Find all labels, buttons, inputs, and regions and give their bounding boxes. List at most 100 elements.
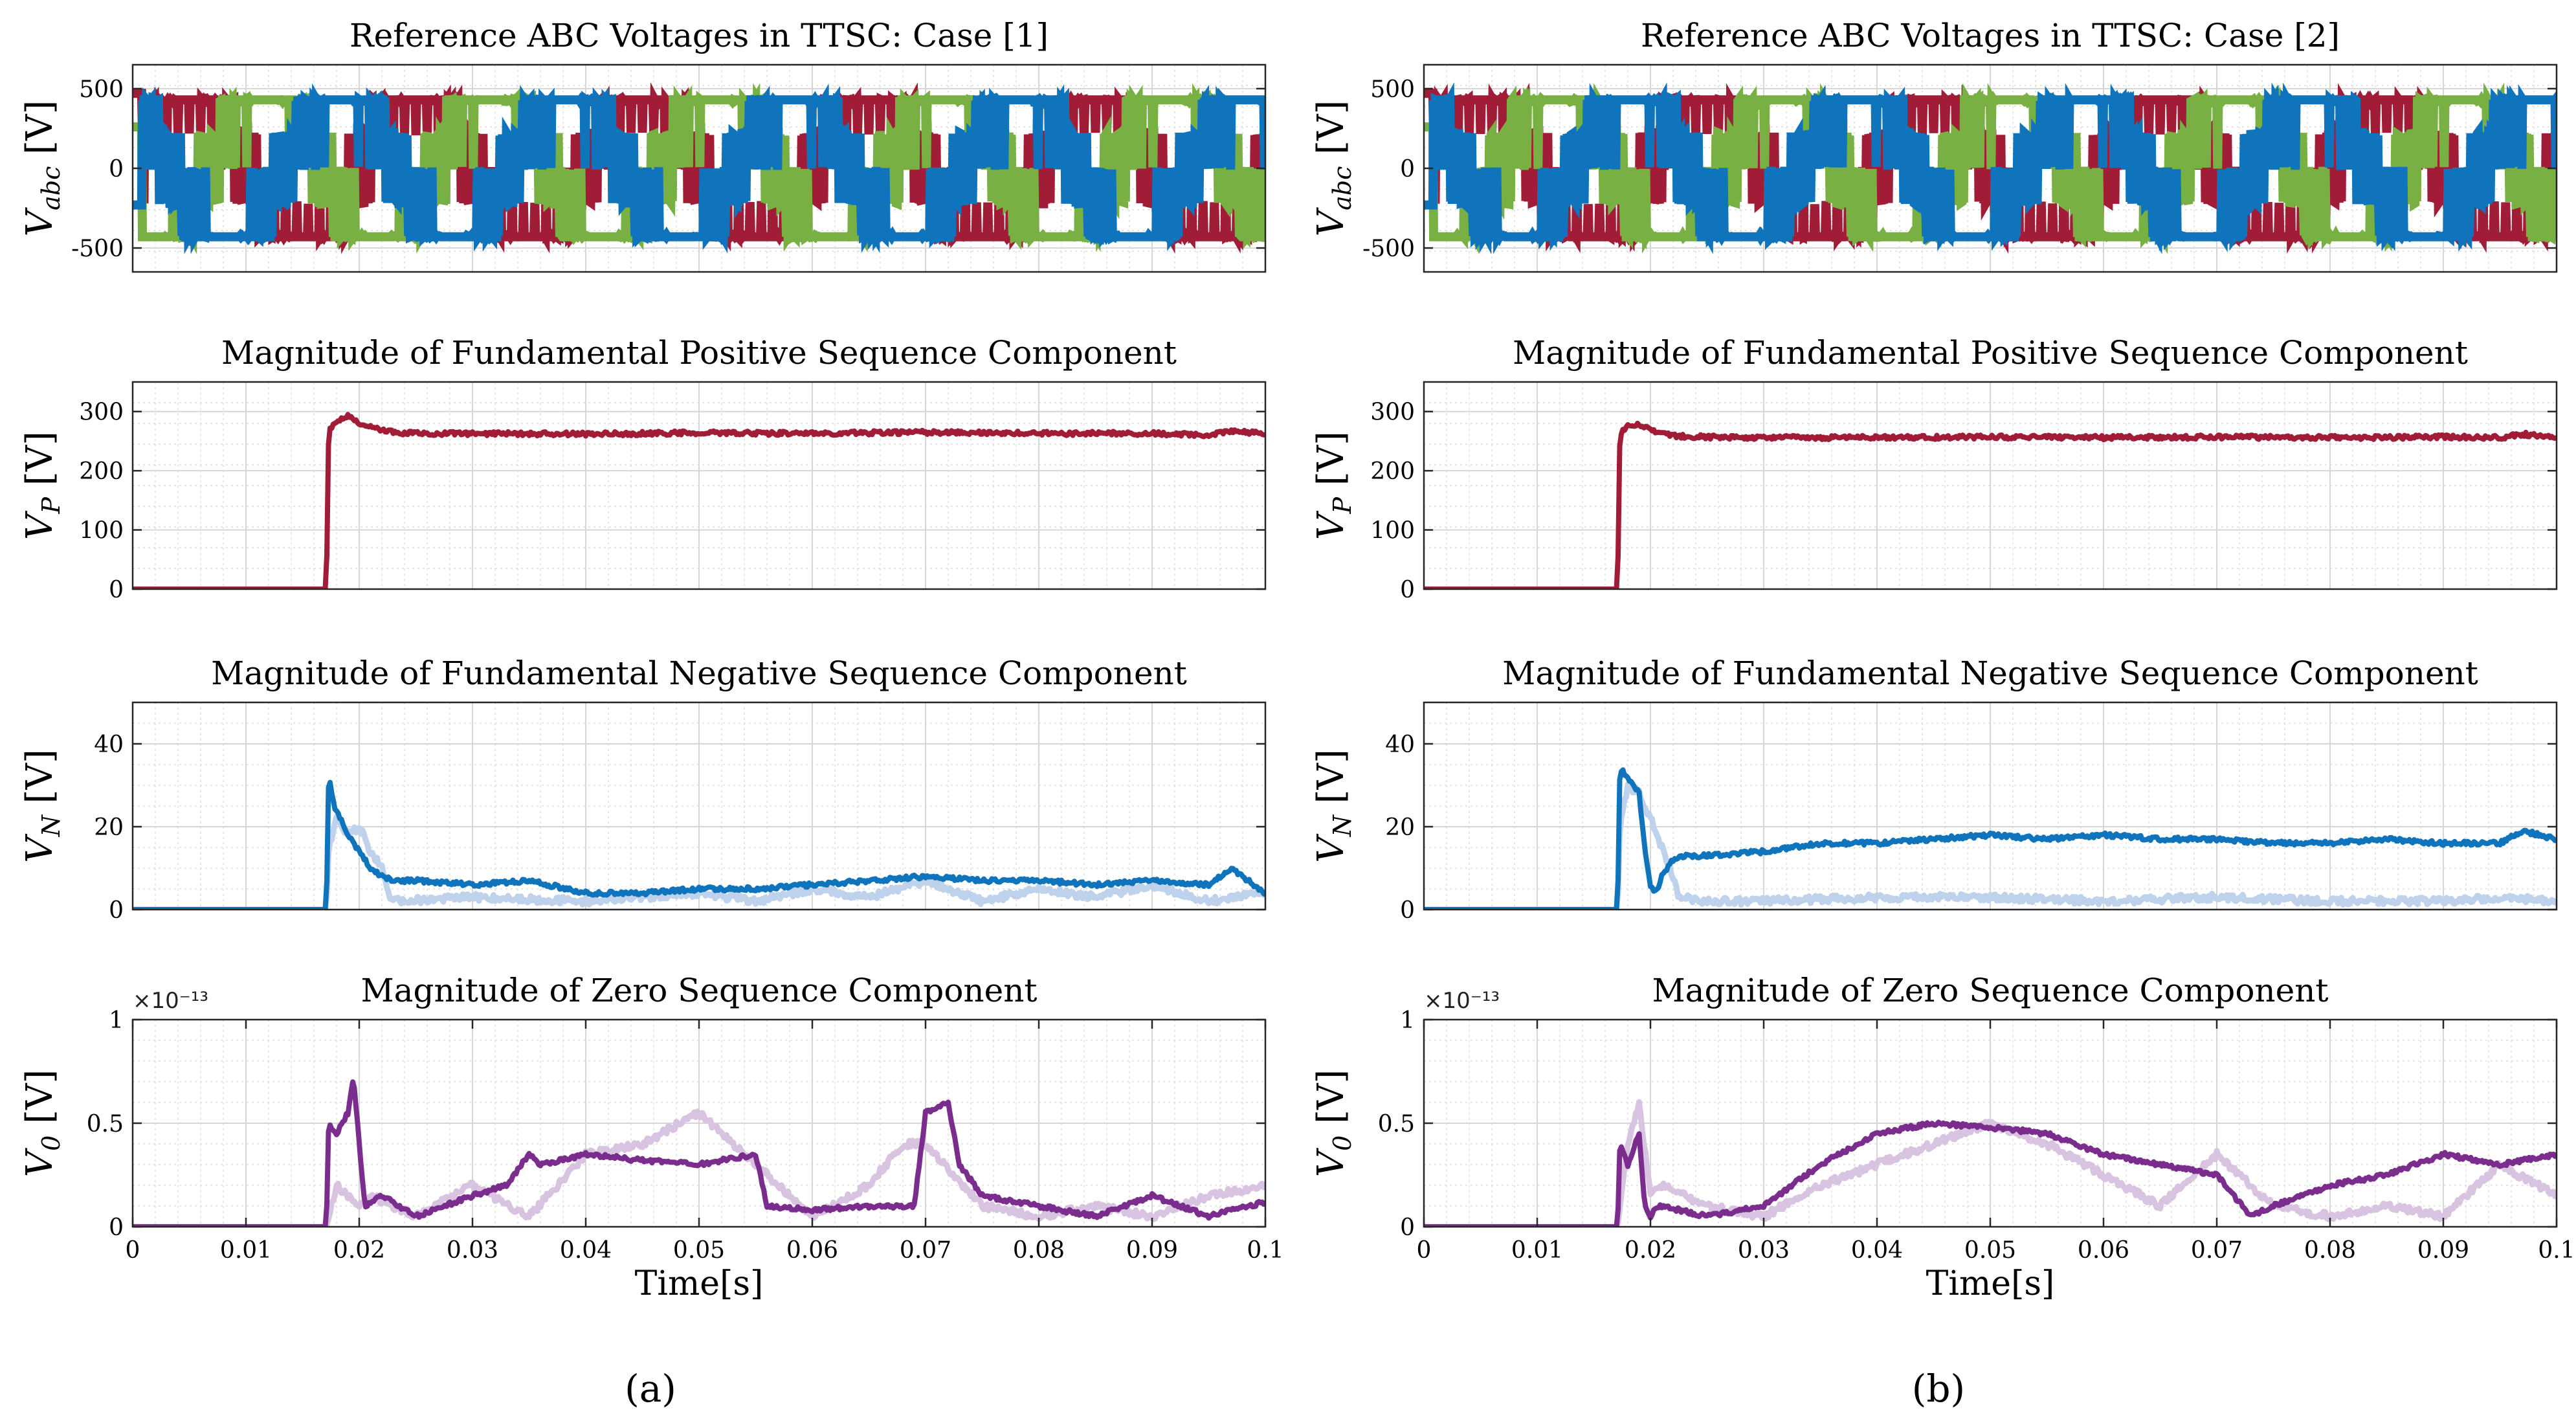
x-tick-label: 0.02 — [333, 1237, 385, 1264]
y-axis-label: VN [V] — [19, 749, 65, 863]
x-tick-label: 0.01 — [1511, 1237, 1563, 1264]
subplot-a4: 0 0.5 1 0 0.01 0.02 0.03 0.04 0.05 0.06 0.07 0.08 0.… — [19, 972, 1284, 1303]
subplot-b4: 0 0.5 1 0 0.01 0.02 0.03 0.04 0.05 0.06 0.07 0.08 0.… — [1310, 972, 2575, 1303]
series-line-v-n-faint- — [1424, 780, 2557, 910]
subplot-grid: -500 0 500 Reference ABC Voltages in TTSC: … — [19, 17, 2575, 1303]
y-axis-label: VN [V] — [1310, 749, 1357, 863]
panel-label-b: (b) — [1912, 1367, 1965, 1411]
y-tick-label: 1 — [1400, 1007, 1415, 1034]
x-axis-label: Time[s] — [1926, 1264, 2055, 1303]
y-axis-label: Vabc [V] — [19, 100, 65, 237]
x-tick-label: 0.08 — [1013, 1237, 1065, 1264]
panel-label-a: (a) — [625, 1367, 676, 1411]
series-line-v-n — [1424, 767, 2557, 910]
y-tick-label: -500 — [1362, 236, 1415, 262]
series-line-v-0-faint- — [1424, 1099, 2557, 1227]
series-group — [1424, 767, 2557, 910]
y-tick-label: 200 — [79, 458, 124, 485]
subplot-title: Reference ABC Voltages in TTSC: Case [2] — [1641, 17, 2340, 54]
series-line-v-n — [133, 779, 1265, 910]
series-group — [133, 779, 1265, 910]
y-tick-label: 300 — [1370, 399, 1415, 426]
y-tick-label: 100 — [1370, 518, 1415, 544]
x-tick-label: 0.03 — [447, 1237, 498, 1264]
series-line-v-p — [133, 412, 1265, 589]
y-tick-label: 100 — [79, 518, 124, 544]
subplot-title: Magnitude of Fundamental Positive Sequen… — [1513, 334, 2468, 372]
series-group — [1424, 1099, 2557, 1227]
y-tick-label: -500 — [71, 236, 124, 262]
y-tick-label: 40 — [1385, 732, 1415, 758]
y-tick-label: 20 — [94, 814, 124, 841]
series-line-v-0 — [1424, 1119, 2557, 1227]
x-tick-label: 0.1 — [1247, 1237, 1283, 1264]
series-line-c — [133, 83, 1265, 254]
y-tick-label: 500 — [79, 76, 124, 103]
y-tick-label: 0 — [1400, 156, 1415, 183]
series-group — [133, 1079, 1265, 1227]
x-tick-label: 0.02 — [1625, 1237, 1676, 1264]
x-tick-label: 0.04 — [1851, 1237, 1903, 1264]
y-tick-label: 0 — [1400, 897, 1415, 924]
series-group — [133, 82, 1265, 254]
y-multiplier-label: ×10⁻¹³ — [133, 988, 208, 1014]
series-line-b — [133, 83, 1265, 254]
y-tick-label: 500 — [1370, 76, 1415, 103]
subplot-title: Magnitude of Fundamental Negative Sequen… — [211, 655, 1187, 692]
y-tick-label: 0 — [109, 156, 124, 183]
y-tick-label: 1 — [109, 1007, 124, 1034]
y-tick-label: 0.5 — [1378, 1111, 1415, 1137]
x-tick-label: 0.01 — [220, 1237, 272, 1264]
x-tick-label: 0.09 — [2417, 1237, 2469, 1264]
series-line-v-p — [1424, 420, 2557, 589]
series-group — [1424, 420, 2557, 589]
x-tick-label: 0.06 — [2078, 1237, 2129, 1264]
x-tick-label: 0.1 — [2538, 1237, 2575, 1264]
x-tick-label: 0.05 — [673, 1237, 725, 1264]
y-tick-label: 20 — [1385, 814, 1415, 841]
y-tick-label: 0 — [109, 577, 124, 603]
series-line-v-0 — [133, 1079, 1265, 1227]
subplot-title: Magnitude of Fundamental Negative Sequen… — [1502, 655, 2478, 692]
series-group — [1424, 82, 2557, 254]
x-tick-label: 0 — [1417, 1237, 1432, 1264]
y-axis-label: Vabc [V] — [1310, 100, 1357, 237]
y-axis-label: VP [V] — [1310, 431, 1357, 540]
x-tick-label: 0 — [126, 1237, 140, 1264]
axes-box — [1423, 381, 2558, 590]
x-tick-label: 0.04 — [560, 1237, 612, 1264]
x-tick-label: 0.07 — [900, 1237, 951, 1264]
y-multiplier-label: ×10⁻¹³ — [1424, 988, 1500, 1014]
axes-box — [131, 701, 1267, 911]
series-line-b — [1424, 82, 2557, 254]
x-tick-label: 0.09 — [1126, 1237, 1178, 1264]
y-tick-label: 0 — [1400, 577, 1415, 603]
x-axis-label: Time[s] — [635, 1264, 764, 1303]
y-tick-label: 300 — [79, 399, 124, 426]
y-tick-label: 0.5 — [87, 1111, 124, 1137]
y-axis-label: V0 [V] — [1310, 1069, 1357, 1178]
y-tick-label: 0 — [1400, 1214, 1415, 1241]
subplot-title: Magnitude of Fundamental Positive Sequen… — [221, 334, 1177, 372]
series-line-c — [1424, 82, 2557, 254]
subplot-a1: -500 0 500 Reference ABC Voltages in TTSC: … — [19, 17, 1267, 273]
x-tick-label: 0.03 — [1738, 1237, 1790, 1264]
x-tick-label: 0.08 — [2304, 1237, 2356, 1264]
subplot-a2: 0 100 200 300 Magnitude of Fundamental Posit… — [19, 334, 1267, 603]
x-tick-label: 0.06 — [786, 1237, 838, 1264]
x-tick-label: 0.05 — [1964, 1237, 2016, 1264]
y-axis-label: V0 [V] — [19, 1069, 65, 1178]
y-tick-label: 0 — [109, 1214, 124, 1241]
subplot-b1: -500 0 500 Reference ABC Voltages in TTSC: … — [1310, 17, 2558, 273]
y-tick-label: 0 — [109, 897, 124, 924]
subplot-title: Magnitude of Zero Sequence Component — [1652, 972, 2328, 1009]
subplot-a3: 0 20 40 Magnitude of Fundamental Negative S… — [19, 655, 1267, 924]
subplot-b3: 0 20 40 Magnitude of Fundamental Negative S… — [1310, 655, 2558, 924]
y-axis-label: VP [V] — [19, 431, 65, 540]
subplot-title: Magnitude of Zero Sequence Component — [361, 972, 1037, 1009]
axes-box — [131, 381, 1267, 590]
subplot-title: Reference ABC Voltages in TTSC: Case [1] — [350, 17, 1049, 54]
y-tick-label: 200 — [1370, 458, 1415, 485]
y-tick-label: 40 — [94, 732, 124, 758]
